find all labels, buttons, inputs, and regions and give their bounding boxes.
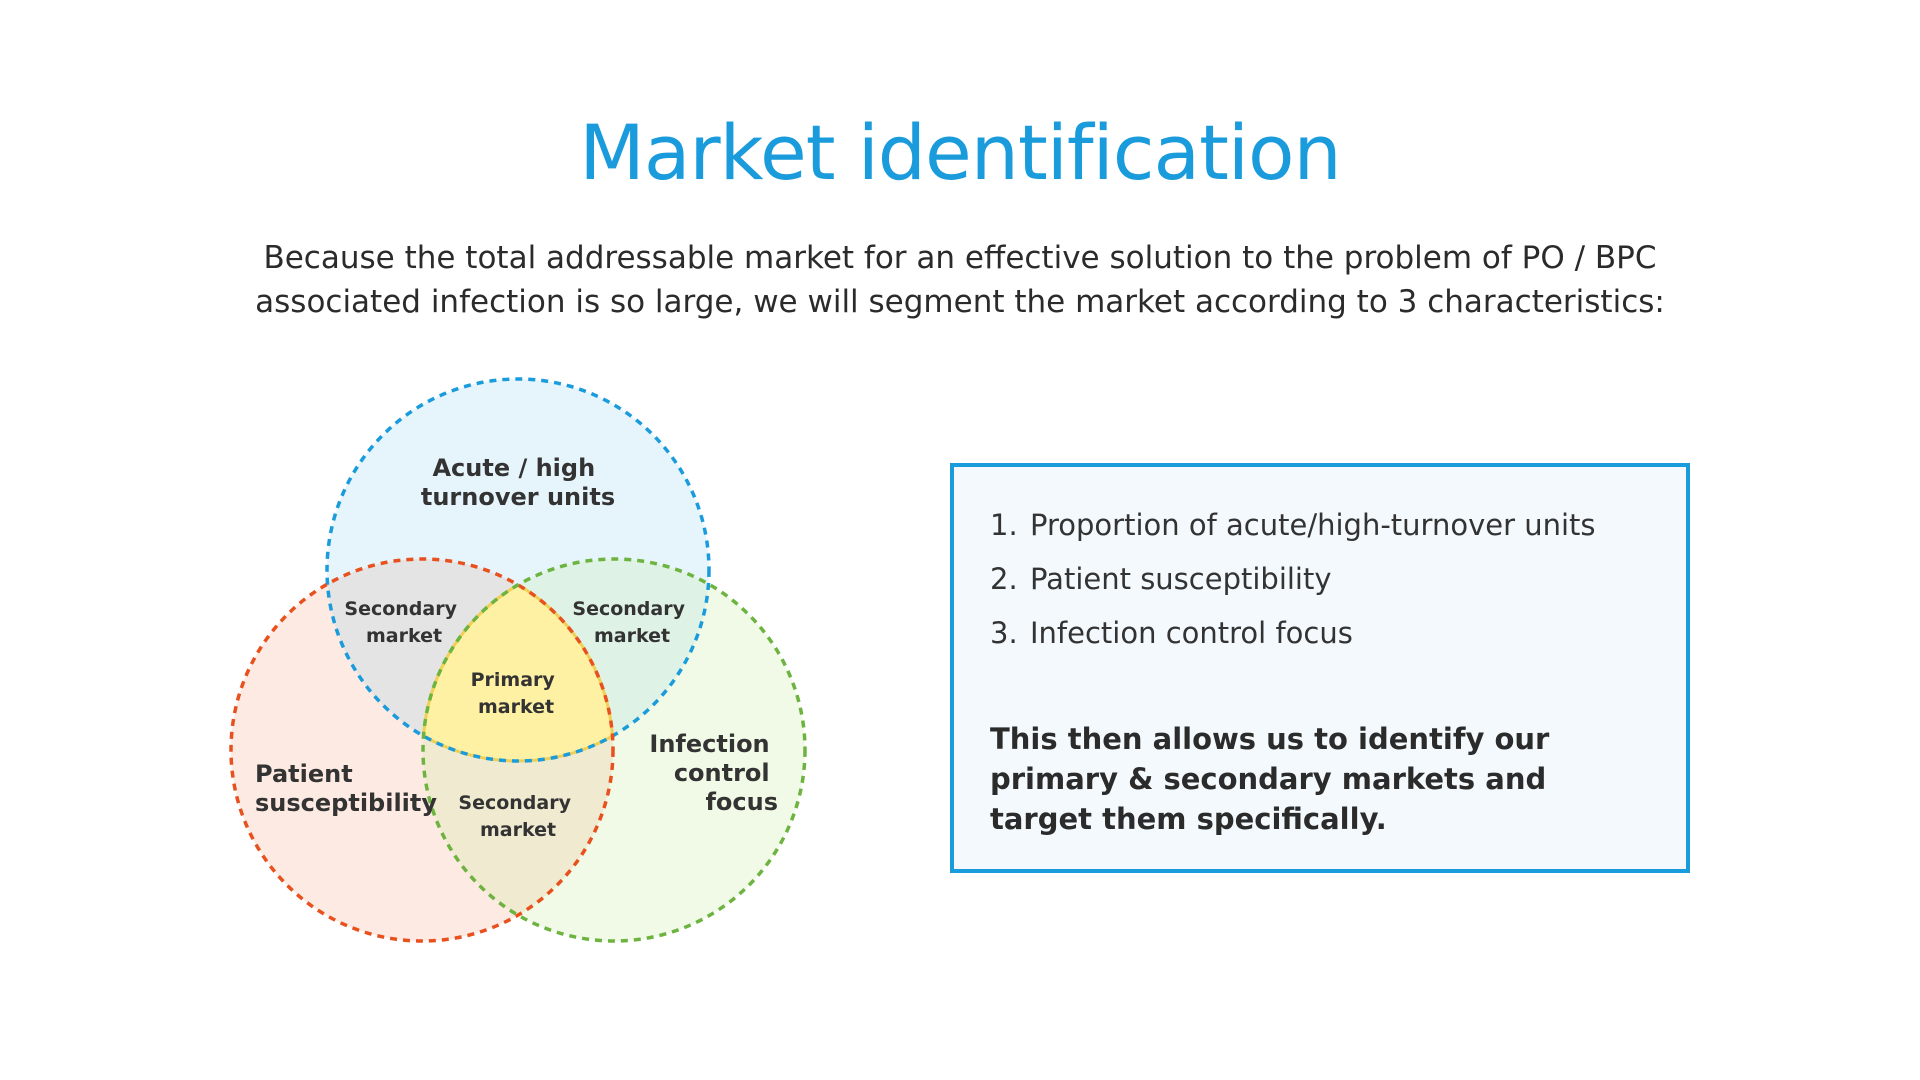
criteria-text: Patient susceptibility — [1030, 562, 1332, 596]
intro-line-1: Because the total addressable market for… — [263, 240, 1657, 276]
criteria-list: 1. Proportion of acute/high-turnover uni… — [990, 505, 1650, 653]
criteria-item: 3. Infection control focus — [990, 613, 1650, 653]
slide-title: Market identification — [579, 108, 1341, 197]
label-secondary-top-left: Secondary market — [344, 598, 463, 647]
label-primary: Primary market — [471, 669, 562, 718]
circle-outline-acute — [325, 377, 711, 763]
label-acute: Acute / high turnover units — [421, 454, 615, 511]
conclusion-text: This then allows us to identify our prim… — [990, 722, 1550, 836]
intro-text: Because the total addressable market for… — [200, 236, 1720, 324]
criteria-box: 1. Proportion of acute/high-turnover uni… — [950, 463, 1690, 873]
criteria-number: 2. — [990, 562, 1018, 596]
label-secondary-bottom: Secondary market — [458, 792, 577, 841]
criteria-item: 1. Proportion of acute/high-turnover uni… — [990, 505, 1650, 545]
circle-outline-patient — [229, 557, 615, 943]
criteria-text: Infection control focus — [1030, 616, 1353, 650]
criteria-text: Proportion of acute/high-turnover units — [1030, 508, 1596, 542]
intro-line-2: associated infection is so large, we wil… — [255, 284, 1665, 320]
criteria-item: 2. Patient susceptibility — [990, 559, 1650, 599]
criteria-number: 3. — [990, 616, 1018, 650]
circle-outline-infection — [421, 557, 807, 943]
overlap-center — [423, 559, 613, 761]
label-secondary-top-right: Secondary market — [572, 598, 691, 647]
criteria-number: 1. — [990, 508, 1018, 542]
label-patient: Patient susceptibility — [255, 760, 437, 817]
label-infection: Infection control focus — [649, 730, 778, 816]
